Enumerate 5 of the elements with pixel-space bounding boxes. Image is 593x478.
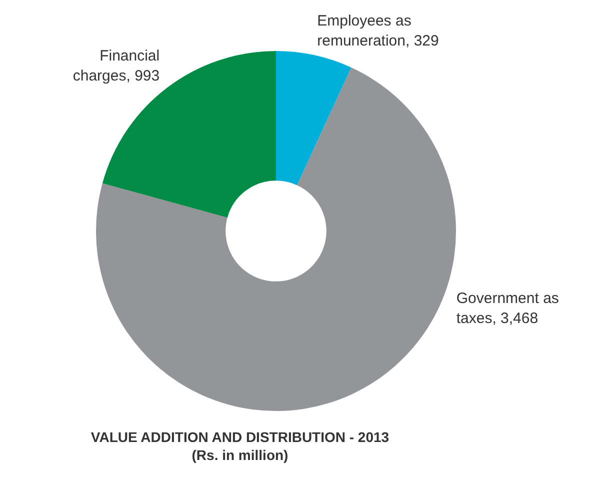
slice-label: Financial charges, 993 [72,47,160,84]
slice-label: Employees as remuneration, 329 [317,12,439,50]
text: VALUE ADDITION AND DISTRIBUTION - 2013 [90,428,390,446]
slice-label: Government as taxes, 3,468 [456,290,559,327]
text: (Rs. in million) [190,446,290,464]
